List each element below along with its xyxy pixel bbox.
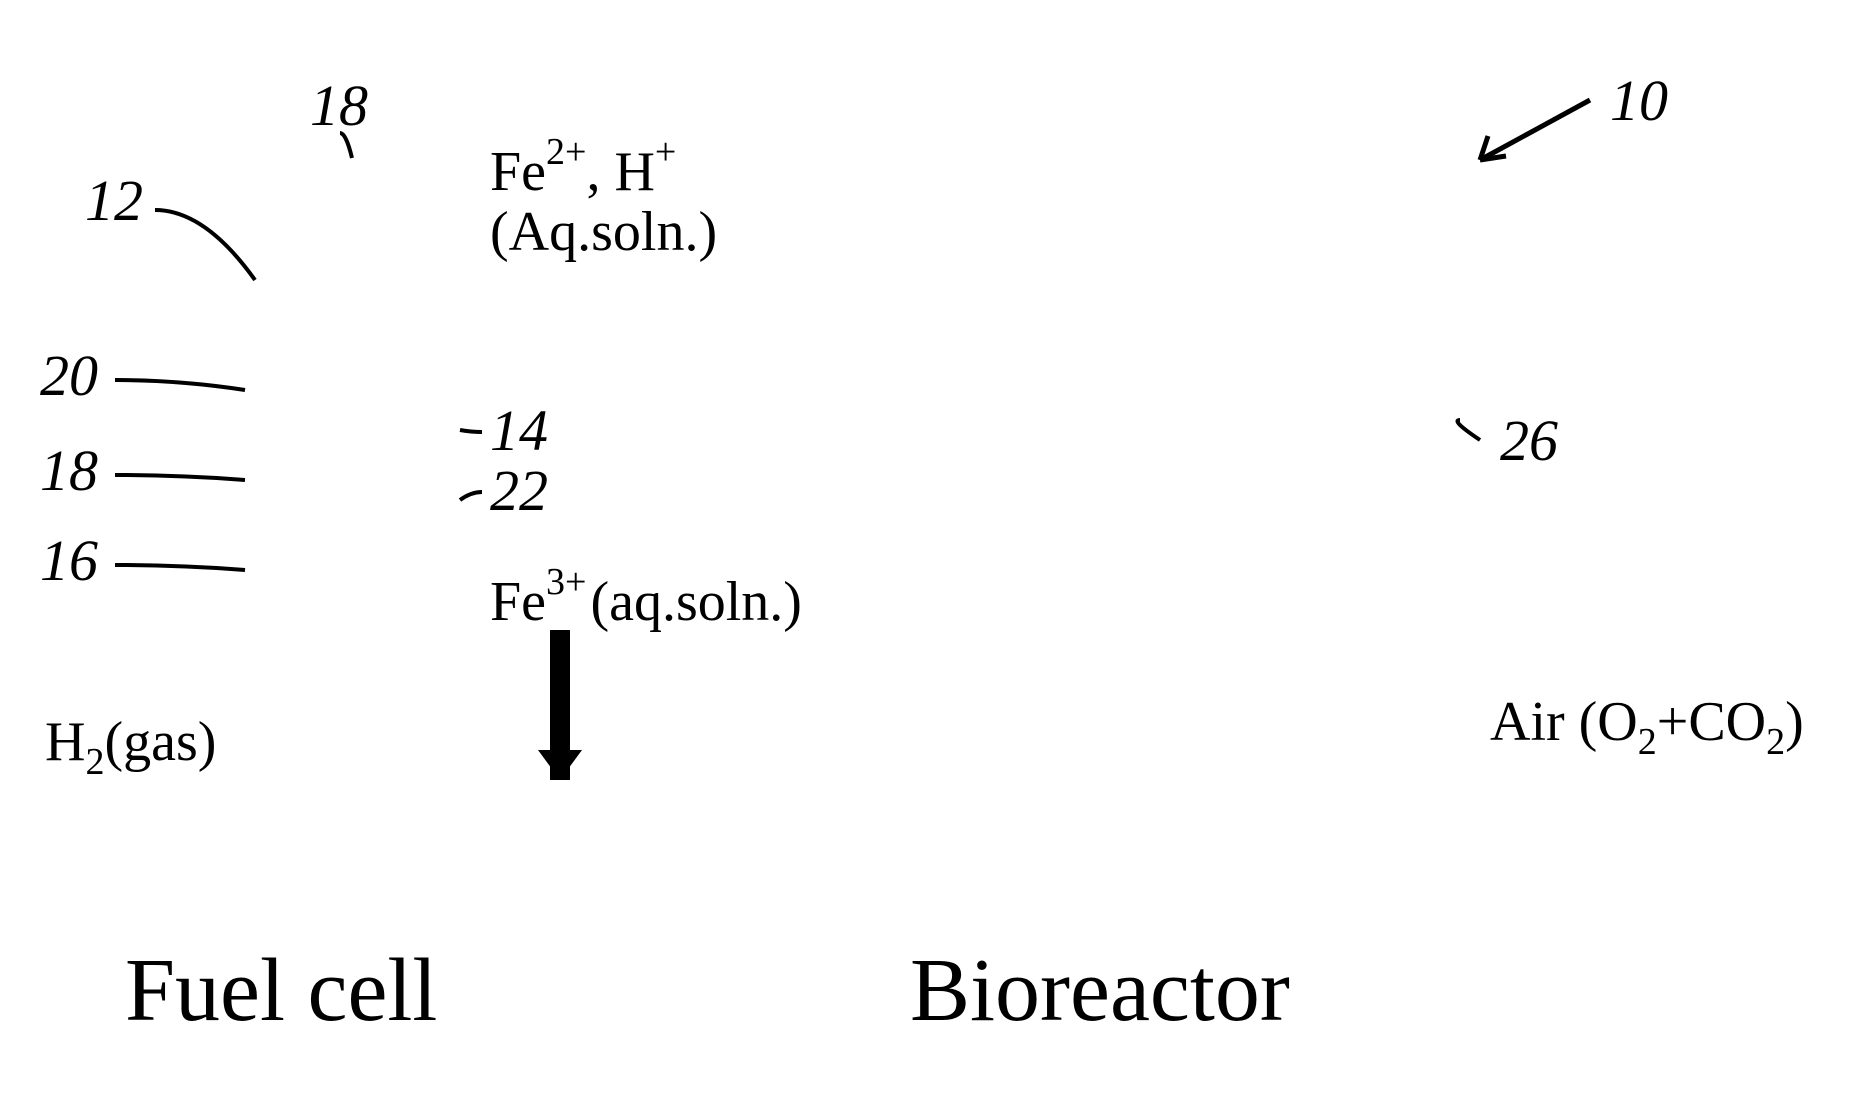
lead-20 bbox=[115, 380, 245, 390]
callout-18-left: 18 bbox=[40, 438, 98, 503]
callout-10: 10 bbox=[1610, 68, 1668, 133]
label-air: Air (O2+CO2) bbox=[1490, 691, 1804, 763]
label-fuel-cell: Fuel cell bbox=[125, 941, 437, 1040]
lead-16 bbox=[115, 565, 245, 570]
lead-14 bbox=[460, 430, 482, 432]
lead-26 bbox=[1458, 420, 1481, 440]
callout-14: 14 bbox=[490, 398, 548, 463]
diagram-root: 10 12 18 20 18 16 1422 26 Fuel cell Bioreactor H2(… bbox=[40, 68, 1804, 1040]
lead-18-left bbox=[115, 475, 245, 480]
callout-20: 20 bbox=[40, 343, 98, 408]
label-fe2-line2: (Aq.soln.) bbox=[490, 201, 717, 263]
label-fe2-line1: Fe2+, H+ bbox=[490, 131, 676, 203]
label-h2: H2(gas) bbox=[45, 711, 216, 783]
callout-16: 16 bbox=[40, 528, 98, 593]
label-bioreactor: Bioreactor bbox=[910, 941, 1290, 1040]
lead-22 bbox=[460, 492, 482, 500]
callout-18-top: 18 bbox=[310, 73, 368, 138]
callout-22: 22 bbox=[490, 458, 548, 523]
label-fe3: Fe3+(aq.soln.) bbox=[490, 561, 802, 633]
lead-12 bbox=[155, 210, 255, 280]
arrow-fe3-head bbox=[538, 750, 582, 780]
callout-12: 12 bbox=[85, 168, 143, 233]
lead-10 bbox=[1480, 100, 1590, 160]
callout-26: 26 bbox=[1500, 408, 1558, 473]
